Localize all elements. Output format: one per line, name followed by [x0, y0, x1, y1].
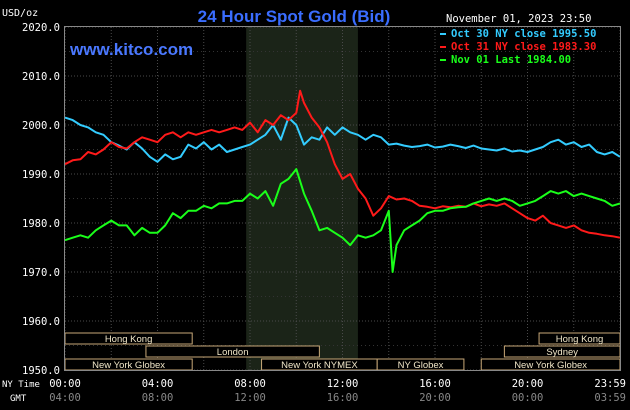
session-label: Hong Kong — [556, 334, 604, 345]
legend-entry-2: Oct 31 NY close 1983.30 — [451, 41, 596, 53]
y-tick-labels: 2020.0 2010.0 2000.0 1990.0 1980.0 1970.0 1960… — [22, 22, 60, 377]
x-row-label-gmt: GMT — [10, 394, 27, 404]
x-tick-ny: 04:00 — [142, 378, 174, 390]
y-tick-label: 1950.0 — [22, 365, 60, 377]
x-tick-ny: 16:00 — [419, 378, 451, 390]
x-tick-ny: 12:00 — [327, 378, 359, 390]
y-tick-label: 2000.0 — [22, 120, 60, 132]
session-label: New York Globex — [514, 360, 587, 371]
y-tick-label: 1960.0 — [22, 316, 60, 328]
series-line-3 — [64, 168, 621, 273]
x-tick-gmt: 00:00 — [512, 392, 544, 404]
shaded-session-region — [246, 27, 358, 370]
x-tick-gmt: 08:00 — [142, 392, 174, 404]
x-tick-ny: 20:00 — [512, 378, 544, 390]
chart-title: 24 Hour Spot Gold (Bid) — [198, 7, 391, 26]
legend-entry-3: Nov 01 Last 1984.00 — [451, 54, 571, 66]
x-tick-gmt: 03:59 — [594, 392, 626, 404]
x-tick-gmt: 04:00 — [49, 392, 81, 404]
series-line-2 — [64, 89, 621, 239]
x-tick-labels: 00:00 04:00 08:00 12:00 16:00 20:00 23:59 04:00… — [49, 378, 626, 404]
series-line-1 — [64, 116, 621, 163]
session-bar — [145, 345, 320, 358]
shaded-region-layer — [246, 27, 358, 370]
session-label: NY Globex — [398, 360, 444, 371]
y-axis-unit-label: USD/oz — [2, 8, 38, 19]
x-tick-ny: 08:00 — [234, 378, 266, 390]
x-tick-gmt: 16:00 — [327, 392, 359, 404]
series-layer — [64, 89, 621, 273]
plot-frame — [64, 26, 621, 371]
y-tick-label: 2020.0 — [22, 22, 60, 34]
y-tick-label: 1990.0 — [22, 169, 60, 181]
legend-entry-1: Oct 30 NY close 1995.50 — [451, 28, 596, 40]
x-tick-gmt: 12:00 — [234, 392, 266, 404]
y-tick-label: 1980.0 — [22, 218, 60, 230]
session-label: New York NYMEX — [281, 360, 358, 371]
timestamp: November 01, 2023 23:50 — [446, 13, 591, 25]
session-label: Sydney — [546, 347, 578, 358]
y-tick-label: 1970.0 — [22, 267, 60, 279]
x-tick-ny: 00:00 — [49, 378, 81, 390]
x-tick-ny: 23:59 — [594, 378, 626, 390]
watermark-kitco: www.kitco.com — [69, 40, 193, 59]
x-tick-gmt: 20:00 — [419, 392, 451, 404]
y-tick-label: 2010.0 — [22, 71, 60, 83]
session-label: New York Globex — [92, 360, 165, 371]
x-row-label-ny: NY Time — [2, 380, 40, 390]
session-label: Hong Kong — [105, 334, 153, 345]
session-label: London — [217, 347, 249, 358]
